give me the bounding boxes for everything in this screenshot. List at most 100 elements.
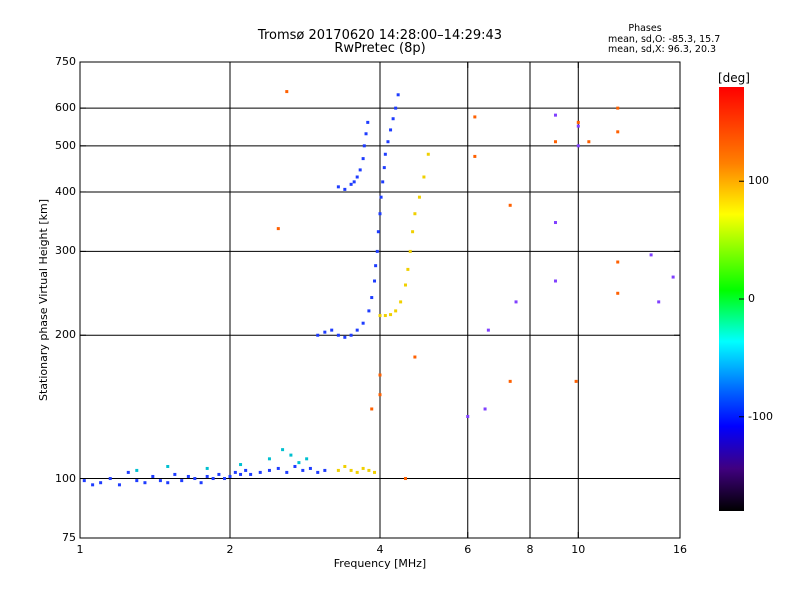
data-point bbox=[349, 182, 353, 186]
colorbar-tick-label: -100 bbox=[748, 409, 773, 423]
data-point bbox=[378, 393, 382, 397]
colorbar-ticks bbox=[739, 180, 744, 418]
data-point bbox=[343, 187, 347, 191]
legend-x-stats: mean, sd,X: 96.3, 20.3 bbox=[608, 44, 717, 55]
y-tick-label: 400 bbox=[55, 184, 76, 198]
colorbar-label: [deg] bbox=[718, 71, 750, 85]
axis-ticks bbox=[79, 61, 681, 539]
data-point bbox=[126, 470, 130, 474]
data-point bbox=[308, 466, 312, 470]
data-point bbox=[473, 115, 477, 119]
x-tick-label: 4 bbox=[376, 543, 384, 556]
data-point bbox=[285, 470, 289, 474]
data-point bbox=[228, 474, 232, 478]
data-point bbox=[91, 483, 95, 487]
data-point bbox=[343, 335, 347, 339]
data-point bbox=[616, 260, 620, 264]
data-point bbox=[166, 481, 170, 485]
data-point bbox=[576, 124, 580, 128]
data-point bbox=[316, 470, 320, 474]
data-point bbox=[166, 464, 170, 468]
data-point bbox=[576, 144, 580, 148]
data-point bbox=[135, 468, 139, 472]
data-point bbox=[367, 309, 371, 313]
data-point bbox=[616, 130, 620, 134]
data-point bbox=[616, 291, 620, 295]
data-point bbox=[276, 227, 280, 231]
data-point bbox=[370, 407, 374, 411]
data-point bbox=[389, 128, 393, 132]
data-point bbox=[394, 309, 398, 313]
data-point bbox=[249, 472, 253, 476]
data-point bbox=[323, 330, 327, 334]
data-point bbox=[406, 267, 410, 271]
chart-subtitle: RwPretec (8p) bbox=[334, 41, 426, 56]
data-point bbox=[399, 300, 403, 304]
x-tick-label: 2 bbox=[226, 543, 234, 556]
data-point bbox=[358, 168, 362, 172]
data-point bbox=[375, 249, 379, 253]
data-point bbox=[267, 468, 271, 472]
y-axis-label: Stationary phase Virtual Height [km] bbox=[37, 198, 50, 402]
data-point bbox=[411, 230, 415, 234]
data-point bbox=[373, 279, 377, 283]
data-point bbox=[158, 479, 162, 483]
data-point bbox=[576, 120, 580, 124]
data-point bbox=[378, 314, 382, 318]
data-point bbox=[244, 468, 248, 472]
data-point bbox=[285, 90, 289, 94]
data-point bbox=[383, 152, 387, 156]
data-point bbox=[553, 279, 557, 283]
data-point bbox=[553, 113, 557, 117]
data-point bbox=[239, 463, 243, 467]
data-point bbox=[289, 453, 293, 457]
x-tick-label: 8 bbox=[526, 543, 534, 556]
data-point bbox=[616, 106, 620, 110]
data-point bbox=[362, 144, 366, 148]
data-point bbox=[199, 481, 203, 485]
data-point bbox=[657, 300, 661, 304]
data-point bbox=[349, 333, 353, 337]
data-point bbox=[99, 481, 103, 485]
data-point bbox=[361, 157, 365, 161]
data-point bbox=[193, 477, 197, 481]
x-tick-label: 16 bbox=[673, 543, 687, 556]
data-point bbox=[316, 333, 320, 337]
data-points bbox=[82, 90, 675, 487]
data-point bbox=[374, 264, 378, 268]
legend-heading: Phases bbox=[628, 23, 662, 34]
data-point bbox=[108, 477, 112, 481]
data-point bbox=[355, 470, 359, 474]
data-point bbox=[239, 472, 243, 476]
data-point bbox=[173, 472, 177, 476]
data-point bbox=[413, 355, 417, 359]
data-point bbox=[486, 328, 490, 332]
data-point bbox=[396, 93, 400, 97]
data-point bbox=[336, 333, 340, 337]
data-point bbox=[211, 477, 215, 481]
data-point bbox=[361, 466, 365, 470]
x-tick-label: 6 bbox=[464, 543, 472, 556]
data-point bbox=[180, 479, 184, 483]
data-point bbox=[553, 221, 557, 225]
data-point bbox=[336, 468, 340, 472]
data-point bbox=[466, 414, 470, 418]
data-point bbox=[394, 106, 398, 110]
data-point bbox=[217, 472, 221, 476]
data-point bbox=[373, 470, 377, 474]
data-point bbox=[508, 203, 512, 207]
data-point bbox=[376, 230, 380, 234]
data-point bbox=[426, 152, 430, 156]
data-point bbox=[330, 328, 334, 332]
data-point bbox=[386, 140, 390, 144]
data-point bbox=[417, 195, 421, 199]
data-point bbox=[671, 275, 675, 279]
data-point bbox=[366, 120, 370, 124]
data-point bbox=[508, 379, 512, 383]
data-point bbox=[367, 468, 371, 472]
data-point bbox=[151, 474, 155, 478]
data-point bbox=[258, 470, 262, 474]
data-point bbox=[223, 477, 227, 481]
data-point bbox=[413, 212, 417, 216]
